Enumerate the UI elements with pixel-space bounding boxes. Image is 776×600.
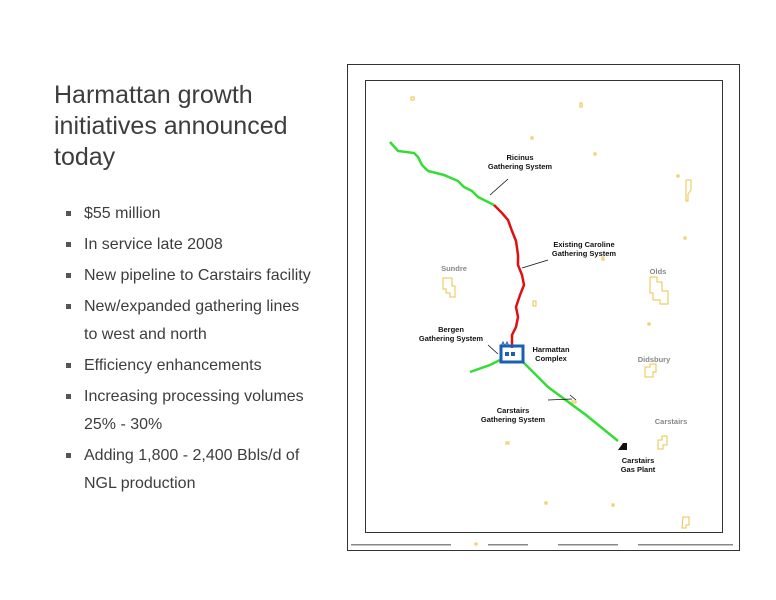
- bullet-text: Efficiency enhancements: [84, 357, 262, 374]
- carstairs-plant-label-sub: Gas Plant: [621, 465, 656, 474]
- carstairs-gathering-label: Carstairs: [497, 406, 530, 415]
- bullet-icon: [66, 273, 71, 278]
- map-area: [365, 80, 723, 533]
- bullet-text: New/expanded gathering lines to west and…: [84, 298, 300, 343]
- bullet-item: Increasing processing volumes 25% - 30%: [66, 383, 316, 439]
- bullet-item: New pipeline to Carstairs facility: [66, 262, 316, 290]
- carstairs-outline: [657, 435, 668, 450]
- bullet-list: $55 million In service late 2008 New pip…: [66, 200, 316, 501]
- ricinus-label: Ricinus: [506, 153, 533, 162]
- bullet-icon: [66, 242, 71, 247]
- didsbury-label: Didsbury: [638, 355, 671, 364]
- caroline-gathering-line: [493, 204, 526, 348]
- caroline-label-sub: Gathering System: [552, 249, 617, 258]
- bullet-icon: [66, 304, 71, 309]
- bullet-text: Increasing processing volumes 25% - 30%: [84, 388, 304, 433]
- bullet-icon: [66, 453, 71, 458]
- bullet-item: $55 million: [66, 200, 316, 228]
- sundre-label: Sundre: [441, 264, 467, 273]
- carstairs-plant-label: Carstairs: [622, 456, 655, 465]
- bullet-item: Adding 1,800 - 2,400 Bbls/d of NGL produ…: [66, 442, 316, 498]
- ricinus-label-sub: Gathering System: [488, 162, 553, 171]
- leader-lines: [487, 178, 577, 401]
- bergen-label-sub: Gathering System: [419, 334, 484, 343]
- olds-label: Olds: [650, 267, 667, 276]
- bullet-text: Adding 1,800 - 2,400 Bbls/d of NGL produ…: [84, 447, 300, 492]
- harmattan-label-sub: Complex: [535, 354, 568, 363]
- slide-title: Harmattan growth initiatives announced t…: [54, 81, 288, 171]
- carstairs-town-label: Carstairs: [655, 417, 688, 426]
- carstairs-plant-icon: [618, 443, 627, 450]
- caroline-label: Existing Caroline: [553, 240, 614, 249]
- bergen-label: Bergen: [438, 325, 464, 334]
- bullet-item: New/expanded gathering lines to west and…: [66, 293, 316, 349]
- bergen-gathering-line: [469, 357, 503, 374]
- sundre-outline: [442, 277, 456, 298]
- bullet-text: In service late 2008: [84, 236, 223, 253]
- bullet-icon: [66, 363, 71, 368]
- bullet-icon: [66, 394, 71, 399]
- olds-outline: [649, 276, 669, 305]
- carstairs-gathering-line: [521, 360, 619, 442]
- harmattan-complex-icon: [499, 340, 525, 364]
- bullet-text: $55 million: [84, 205, 161, 222]
- carstairs-gathering-label-sub: Gathering System: [481, 415, 546, 424]
- bullet-text: New pipeline to Carstairs facility: [84, 267, 311, 284]
- map-footer-marks: [351, 544, 733, 546]
- ricinus-gathering-line: [389, 141, 495, 207]
- land-markers: [410, 96, 692, 546]
- bullet-icon: [66, 211, 71, 216]
- pipeline-map: Ricinus Gathering System Existing Caroli…: [351, 96, 733, 546]
- bullet-item: Efficiency enhancements: [66, 352, 316, 380]
- map-frame: Ricinus Gathering System Existing Caroli…: [347, 64, 740, 551]
- bullet-item: In service late 2008: [66, 231, 316, 259]
- didsbury-outline: [644, 363, 657, 378]
- harmattan-label: Harmattan: [532, 345, 570, 354]
